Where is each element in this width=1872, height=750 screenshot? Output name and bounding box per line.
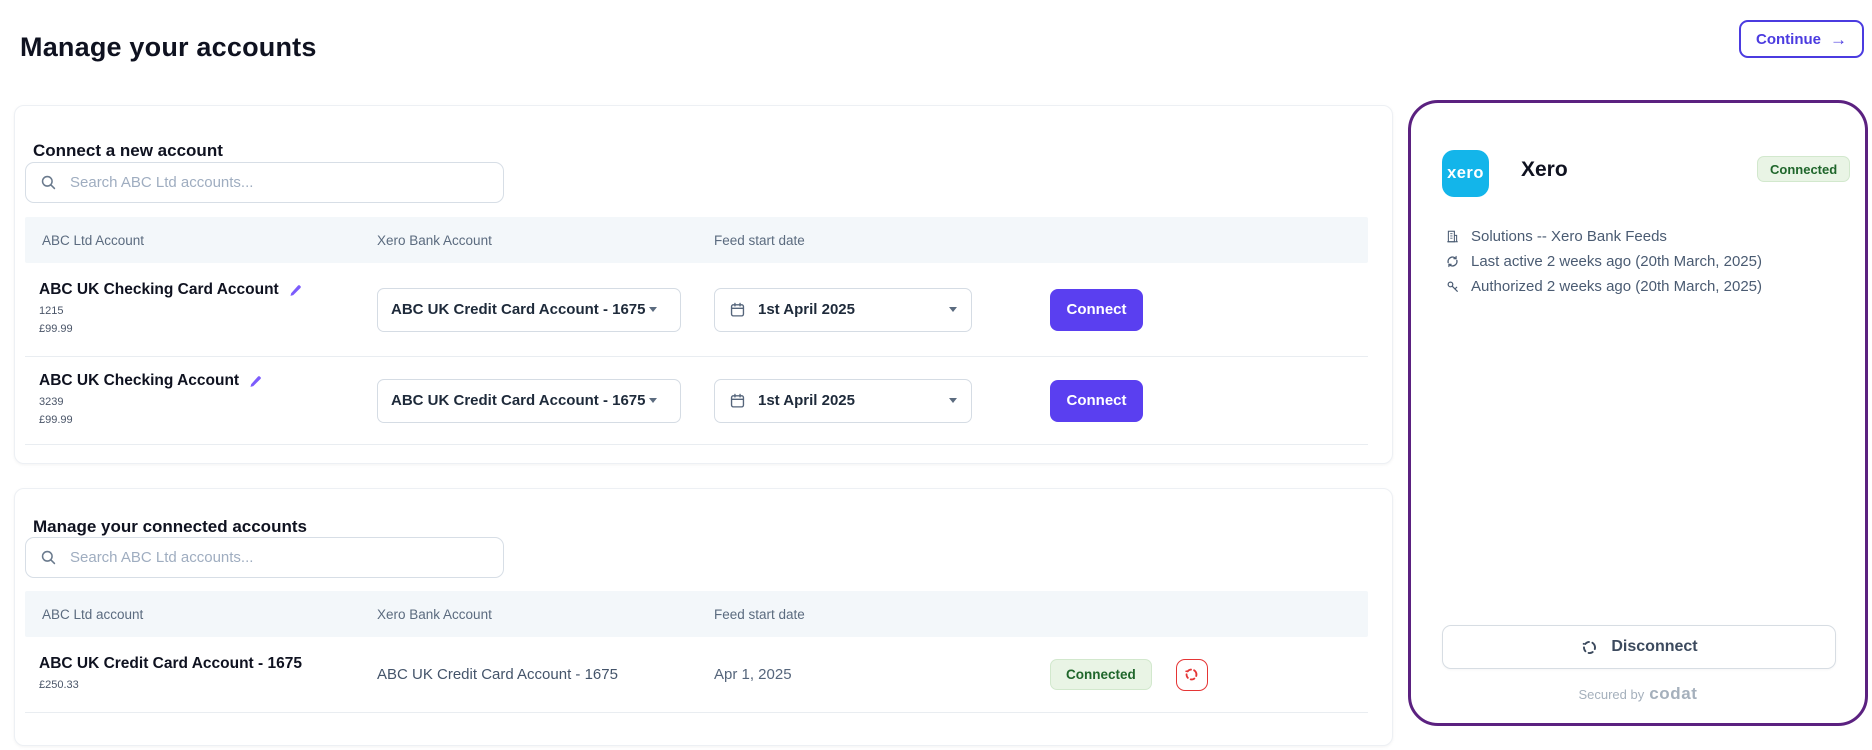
continue-label: Continue	[1756, 30, 1821, 48]
linked-xero-account: ABC UK Credit Card Account - 1675	[377, 666, 618, 683]
page-title: Manage your accounts	[20, 32, 317, 63]
xero-logo-text: xero	[1447, 164, 1484, 182]
arrow-right-icon: →	[1830, 29, 1847, 49]
calendar-icon	[730, 393, 745, 408]
connect-search-input[interactable]	[68, 173, 489, 192]
column-abc-ltd-account: ABC Ltd account	[42, 606, 144, 622]
continue-button[interactable]: Continue →	[1739, 20, 1864, 58]
connected-table: ABC Ltd account Xero Bank Account Feed s…	[25, 591, 1368, 713]
secured-by: Secured by codat	[1411, 684, 1865, 704]
connect-button[interactable]: Connect	[1050, 288, 1143, 331]
account-name: ABC UK Checking Card Account	[39, 281, 279, 299]
table-row: ABC UK Checking Account 3239 £99.99 ABC …	[25, 357, 1368, 445]
table-row: ABC UK Credit Card Account - 1675 £250.3…	[25, 637, 1368, 713]
connect-search-box	[25, 162, 504, 203]
feed-start-date-picker[interactable]: 1st April 2025	[714, 287, 972, 332]
calendar-icon	[730, 302, 745, 317]
connect-table-header: ABC Ltd Account Xero Bank Account Feed s…	[25, 217, 1368, 263]
table-row: ABC UK Checking Card Account 1215 £99.99…	[25, 263, 1368, 357]
detail-text: Solutions -- Xero Bank Feeds	[1471, 228, 1667, 245]
connected-search-input[interactable]	[68, 548, 489, 567]
account-name: ABC UK Credit Card Account - 1675	[39, 654, 302, 672]
column-xero-bank-account: Xero Bank Account	[377, 606, 492, 622]
building-icon	[1444, 229, 1461, 244]
column-feed-start-date: Feed start date	[714, 606, 805, 622]
xero-account-select[interactable]: ABC UK Credit Card Account - 1675	[377, 378, 681, 423]
account-amount: £99.99	[39, 413, 73, 426]
account-amount: £250.33	[39, 678, 79, 691]
connect-card-heading: Connect a new account	[33, 141, 223, 161]
edit-pencil-icon[interactable]	[288, 283, 303, 298]
feed-start-date-value: 1st April 2025	[758, 392, 855, 409]
feed-start-date-picker[interactable]: 1st April 2025	[714, 378, 972, 423]
unlink-icon	[1583, 640, 1597, 654]
feed-start-date-value: Apr 1, 2025	[714, 666, 792, 683]
disconnect-account-button[interactable]	[1175, 658, 1208, 691]
feed-start-date-value: 1st April 2025	[758, 301, 855, 318]
secured-by-text: Secured by	[1578, 687, 1645, 702]
detail-solutions: Solutions -- Xero Bank Feeds	[1444, 227, 1762, 246]
xero-account-selected-value: ABC UK Credit Card Account - 1675	[391, 301, 646, 318]
status-badge: Connected	[1050, 659, 1152, 690]
integration-details: Solutions -- Xero Bank Feeds Last active…	[1444, 227, 1762, 296]
detail-text: Last active 2 weeks ago (20th March, 202…	[1471, 253, 1762, 270]
detail-text: Authorized 2 weeks ago (20th March, 2025…	[1471, 278, 1762, 295]
integration-panel: xero Xero Connected Solutions -- Xero Ba…	[1408, 100, 1868, 726]
connect-table: ABC Ltd Account Xero Bank Account Feed s…	[25, 217, 1368, 445]
xero-account-select[interactable]: ABC UK Credit Card Account - 1675	[377, 287, 681, 332]
account-amount: £99.99	[39, 322, 73, 335]
chevron-down-icon	[648, 307, 657, 312]
codat-brand: codat	[1649, 684, 1698, 703]
connect-button[interactable]: Connect	[1050, 379, 1143, 422]
column-abc-ltd-account: ABC Ltd Account	[42, 232, 145, 248]
account-code: 3239	[39, 396, 64, 409]
edit-pencil-icon[interactable]	[248, 374, 263, 389]
search-icon	[41, 550, 56, 565]
account-code: 1215	[39, 305, 64, 318]
chevron-down-icon	[648, 398, 657, 403]
column-xero-bank-account: Xero Bank Account	[377, 232, 492, 248]
connected-card-heading: Manage your connected accounts	[33, 517, 307, 537]
detail-last-active: Last active 2 weeks ago (20th March, 202…	[1444, 252, 1762, 271]
chevron-down-icon	[949, 307, 957, 312]
detail-authorized: Authorized 2 weeks ago (20th March, 2025…	[1444, 277, 1762, 296]
integration-name: Xero	[1521, 158, 1568, 181]
disconnect-label: Disconnect	[1611, 638, 1698, 655]
xero-logo: xero	[1442, 150, 1489, 197]
connect-new-account-card: Connect a new account ABC Ltd Account Xe…	[14, 105, 1393, 464]
xero-account-selected-value: ABC UK Credit Card Account - 1675	[391, 392, 646, 409]
chevron-down-icon	[949, 398, 957, 403]
refresh-icon	[1444, 254, 1461, 269]
connected-accounts-card: Manage your connected accounts ABC Ltd a…	[14, 488, 1393, 746]
search-icon	[41, 175, 56, 190]
status-badge: Connected	[1757, 156, 1851, 182]
unlink-icon	[1185, 668, 1198, 681]
connected-table-header: ABC Ltd account Xero Bank Account Feed s…	[25, 591, 1368, 637]
key-icon	[1444, 279, 1461, 294]
column-feed-start-date: Feed start date	[714, 232, 805, 248]
connected-search-box	[25, 537, 504, 578]
disconnect-button[interactable]: Disconnect	[1442, 625, 1836, 669]
account-name: ABC UK Checking Account	[39, 372, 240, 390]
